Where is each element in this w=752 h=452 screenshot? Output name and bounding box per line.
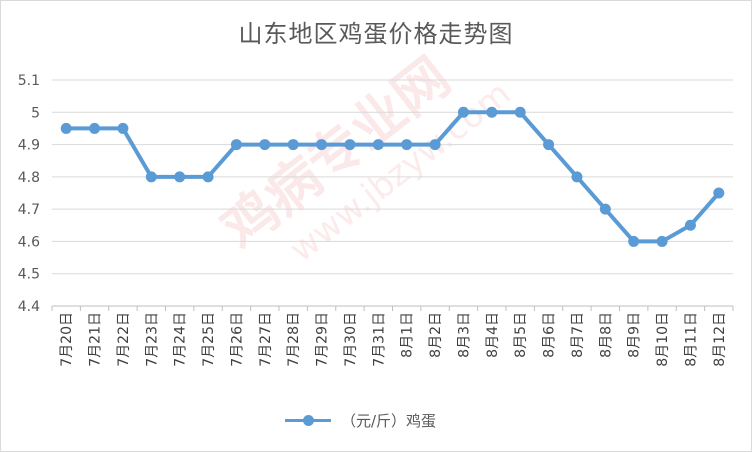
data-point [145,171,157,183]
data-point [117,122,129,134]
y-tick-label: 4.7 [18,202,40,218]
data-point [401,139,413,151]
data-point [599,203,611,215]
legend-label: （元/斤）鸡蛋 [341,411,437,430]
data-point [656,235,668,247]
data-point [514,106,526,118]
y-axis-ticks: 4.4 4.5 4.6 4.7 4.8 4.9 5 5.1 [18,73,40,315]
x-tick-label: 7月20日 [59,312,75,367]
chart-title: 山东地区鸡蛋价格走势图 [238,20,514,48]
x-tick-label: 7月31日 [371,312,387,367]
x-tick-label: 8月3日 [456,312,472,358]
x-tick-label: 7月30日 [343,312,359,367]
x-tick-label: 8月1日 [400,312,416,358]
series-points [60,106,725,247]
data-point [372,139,384,151]
x-tick-label: 7月21日 [88,312,104,367]
y-tick-label: 4.6 [18,234,40,250]
data-point [344,139,356,151]
x-tick-label: 8月10日 [655,312,671,367]
x-tick-label: 7月23日 [144,312,160,367]
x-axis [51,305,734,311]
legend: （元/斤）鸡蛋 [285,410,436,430]
data-point [230,139,242,151]
x-tick-label: 8月2日 [428,312,444,358]
gridlines [52,79,733,275]
x-tick-label: 8月4日 [485,312,501,358]
y-tick-label: 5 [31,105,40,121]
x-tick-label: 7月25日 [201,312,217,367]
data-point [684,219,696,231]
data-point [628,235,640,247]
data-point [202,171,214,183]
data-point [429,139,441,151]
y-tick-label: 4.4 [18,299,40,315]
data-point [316,139,328,151]
y-tick-label: 5.1 [18,73,40,89]
x-tick-label: 7月27日 [258,312,274,367]
x-tick-label: 8月5日 [513,312,529,358]
data-point [259,139,271,151]
x-tick-label: 7月26日 [229,312,245,367]
data-point [60,122,72,134]
x-tick-label: 8月7日 [570,312,586,358]
x-tick-label: 7月28日 [286,312,302,367]
legend-swatch [285,410,331,430]
x-tick-label: 8月6日 [542,312,558,358]
data-point [174,171,186,183]
x-tick-label: 8月12日 [712,312,728,367]
x-tick-label: 7月24日 [173,312,189,367]
data-point [543,139,555,151]
data-point [486,106,498,118]
data-point [571,171,583,183]
y-tick-label: 4.9 [18,138,40,154]
y-tick-label: 4.5 [18,267,40,283]
y-tick-label: 4.8 [18,170,40,186]
x-tick-label: 7月22日 [116,312,132,367]
legend-dot-marker [303,415,314,426]
data-point [287,139,299,151]
x-tick-label: 7月29日 [315,312,331,367]
data-point [713,187,725,199]
x-axis-ticks: 7月20日 7月21日 7月22日 7月23日 7月24日 7月25日 7月26日 7月27日… [59,312,728,367]
data-point [457,106,469,118]
data-point [89,122,101,134]
x-tick-label: 8月9日 [627,312,643,358]
x-tick-label: 8月8日 [598,312,614,358]
x-tick-label: 8月11日 [683,312,699,367]
